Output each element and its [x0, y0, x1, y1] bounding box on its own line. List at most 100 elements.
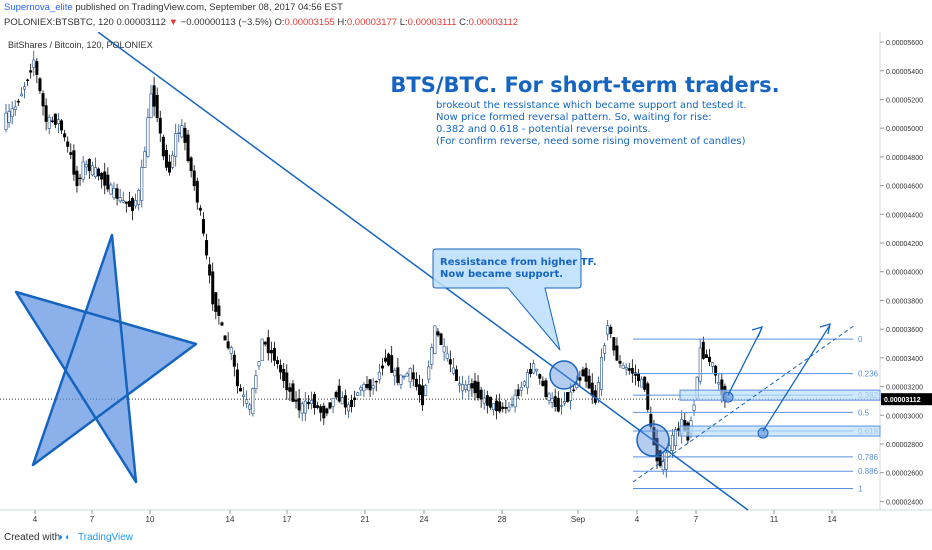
candle-body: [303, 400, 307, 414]
candle-body: [584, 367, 588, 382]
candle-body: [137, 190, 141, 206]
candle-body: [251, 388, 255, 415]
y-tick-label: 0.00003600: [886, 327, 923, 334]
candle-body: [569, 391, 573, 401]
tradingview-logo-icon[interactable]: ◗◖: [58, 532, 71, 543]
candle-body: [513, 394, 517, 408]
fib-level-label: 0.5: [858, 408, 870, 417]
candle-body: [516, 389, 520, 397]
candle-body: [396, 367, 400, 383]
candle-body: [556, 397, 560, 412]
candle-body: [384, 357, 388, 362]
candle-body: [257, 361, 261, 367]
candle-body: [309, 400, 313, 404]
price-chart[interactable]: BitShares / Bitcoin, 120, POLONIEX 0.000…: [0, 32, 932, 528]
candle-body: [285, 372, 289, 391]
candle-body: [158, 117, 162, 134]
candle-body: [532, 363, 536, 374]
y-tick-label: 0.00004600: [886, 184, 923, 191]
footer: Created with ◗◖ TradingView: [0, 528, 932, 550]
candle-body: [445, 353, 449, 359]
candle-body: [535, 368, 539, 372]
candle-body: [69, 152, 73, 155]
tradingview-brand[interactable]: TradingView: [78, 532, 134, 543]
callout-bubble: [432, 248, 582, 351]
candle-body: [334, 391, 338, 398]
x-tick-label: 11: [770, 515, 779, 524]
fib-618-point: [757, 427, 769, 439]
candles: [4, 50, 730, 478]
candle-body: [263, 341, 267, 345]
candle-body: [458, 383, 462, 386]
candle-body: [640, 378, 644, 388]
candle-body: [288, 387, 292, 392]
candle-body: [208, 264, 212, 276]
candle-body: [325, 408, 329, 414]
candle-body: [297, 398, 301, 411]
candle-body: [464, 384, 468, 390]
last-price-tag: [881, 393, 932, 406]
fib-level-label: 0.886: [858, 467, 879, 476]
down-arrow-icon: ▼: [168, 17, 179, 28]
candle-body: [646, 383, 650, 410]
candle-body: [476, 381, 480, 399]
candle-body: [149, 93, 153, 119]
candle-body: [56, 119, 60, 124]
candle-body: [10, 108, 14, 118]
candle-body: [356, 392, 360, 396]
candle-body: [541, 380, 545, 387]
y-tick-label: 0.00002400: [886, 499, 923, 506]
candle-body: [677, 428, 681, 431]
candle-body: [510, 404, 514, 406]
candle-body: [411, 372, 415, 380]
candle-body: [692, 404, 696, 411]
candle-body: [482, 397, 486, 404]
y-tick-label: 0.00005200: [886, 97, 923, 104]
candle-body: [596, 381, 600, 399]
candle-body: [276, 360, 280, 365]
candle-body: [436, 331, 440, 336]
candle-body: [177, 132, 181, 135]
candle-body: [590, 382, 594, 396]
y-tick-label: 0.00005600: [886, 40, 923, 47]
uptrend-dashed-line: [632, 324, 856, 483]
author-link[interactable]: Supernova_elite: [4, 2, 73, 13]
candle-body: [19, 93, 23, 97]
publish-info: Supernova_elite published on TradingView…: [4, 2, 343, 13]
candle-body: [143, 151, 147, 168]
candle-body: [377, 371, 381, 380]
candle-body: [316, 405, 320, 408]
candle-body: [664, 452, 668, 470]
candle-body: [313, 394, 317, 409]
candle-body: [448, 359, 452, 365]
candle-body: [606, 325, 610, 335]
x-axis-ticks: 4 7 10 14 17 21 24 28 Sep 4 7 11 14: [33, 510, 837, 524]
candle-body: [467, 384, 471, 392]
last-price: 0.00003112: [116, 17, 166, 28]
fib-382-point: [722, 391, 734, 403]
candle-body: [189, 157, 193, 172]
candle-body: [103, 171, 107, 186]
candle-body: [374, 381, 378, 383]
candle-body: [479, 389, 483, 400]
candle-body: [670, 434, 674, 451]
candle-body: [711, 362, 715, 367]
high-value: 0.00003177: [346, 17, 398, 28]
candle-body: [624, 367, 628, 370]
candle-body: [427, 366, 431, 380]
candle-body: [322, 405, 326, 419]
annotation-note-line: Now price formed reversal pattern. So, w…: [436, 112, 712, 123]
candle-body: [707, 356, 711, 363]
candle-body: [507, 406, 511, 411]
candle-body: [205, 240, 209, 256]
candle-body: [674, 429, 678, 446]
reversal-circle: [636, 423, 670, 457]
candle-body: [544, 380, 548, 397]
candle-body: [451, 367, 455, 374]
candle-body: [587, 375, 591, 389]
candle-body: [23, 86, 27, 90]
candle-body: [72, 150, 76, 175]
candle-body: [331, 397, 335, 407]
candle-body: [26, 79, 30, 81]
candle-body: [368, 379, 372, 391]
